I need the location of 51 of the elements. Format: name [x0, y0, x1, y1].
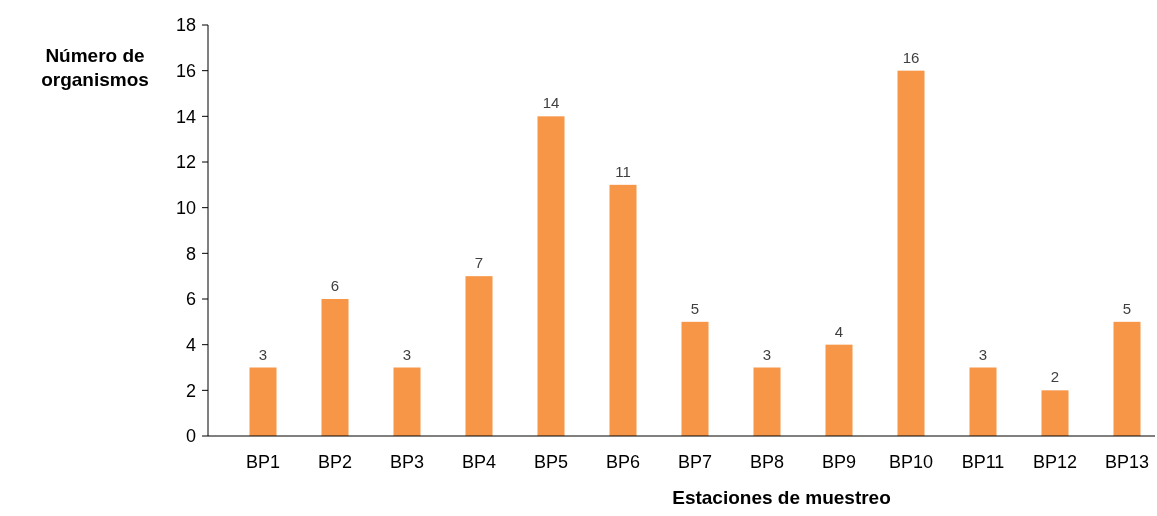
x-tick-label: BP11: [961, 452, 1005, 472]
bar: [609, 184, 637, 436]
x-axis-title: Estaciones de muestreo: [672, 487, 891, 508]
x-tick-label: BP1: [245, 452, 281, 472]
data-label: 3: [762, 345, 772, 363]
data-label: 3: [402, 345, 412, 363]
y-tick-label: 12: [175, 152, 196, 173]
data-label: 16: [902, 48, 920, 66]
data-label: 4: [834, 322, 844, 340]
y-tick-label: 4: [185, 334, 196, 355]
bar: [753, 367, 781, 436]
y-tick-label: 8: [185, 243, 196, 264]
y-tick-label: 16: [175, 60, 196, 81]
data-label: 3: [978, 345, 988, 363]
x-tick-label: BP10: [888, 452, 934, 472]
y-tick-label: 2: [185, 380, 196, 401]
data-label: 3: [258, 345, 268, 363]
x-tick-label: BP6: [605, 452, 641, 472]
bar: [1041, 390, 1069, 436]
bar: [825, 344, 853, 436]
data-label: 2: [1050, 368, 1060, 386]
bar: [249, 367, 277, 436]
y-tick-label: 10: [175, 197, 196, 218]
x-tick-label: BP3: [389, 452, 425, 472]
data-label: 14: [542, 94, 560, 112]
bar: [465, 276, 493, 436]
data-label: 6: [330, 277, 340, 294]
x-tick-label: BP9: [821, 452, 857, 472]
bar: [393, 367, 421, 436]
x-tick-label: BP8: [749, 452, 785, 472]
x-tick-label: BP12: [1032, 452, 1078, 472]
x-tick-label: BP7: [677, 452, 713, 472]
x-tick-label: BP13: [1104, 452, 1150, 472]
y-tick-label: 6: [185, 289, 196, 310]
y-tick-label: 14: [175, 106, 196, 127]
y-tick-label: 0: [185, 426, 196, 447]
x-tick-label: BP5: [533, 452, 569, 472]
x-tick-label: BP2: [317, 452, 353, 472]
data-label: 11: [615, 162, 631, 180]
x-tick-label: BP4: [461, 452, 497, 472]
y-tick-label: 18: [175, 15, 196, 36]
y-axis-title: Número de organismos: [41, 45, 149, 90]
bar: [1113, 321, 1141, 436]
data-label: 5: [690, 299, 700, 317]
data-label: 7: [474, 254, 484, 272]
bar: [681, 321, 709, 436]
bar: [969, 367, 997, 436]
bar: [321, 299, 349, 436]
bar: [537, 116, 565, 436]
data-label: 5: [1122, 299, 1132, 317]
bar: [897, 70, 925, 436]
